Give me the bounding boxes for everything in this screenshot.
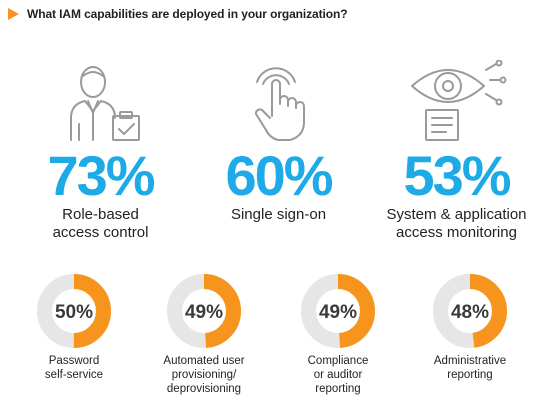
highlight-label-line: Role-based (62, 206, 139, 223)
eye-monitor-icon (364, 60, 549, 142)
highlight-label-line: Single sign-on (230, 206, 327, 223)
ring-label-line: provisioning/ (171, 369, 237, 381)
highlight-value: 60% (225, 144, 333, 207)
ring-label-line: Administrative (433, 355, 507, 367)
ring-value-label: 49% (185, 302, 223, 323)
ring-chart: 49% (301, 274, 375, 348)
ring-label-line: deprovisioning (166, 383, 242, 395)
ring-password-self-service: 50% Password self-service (4, 272, 144, 382)
ring-value-label: 50% (55, 302, 93, 323)
ring-chart: 49% (167, 274, 241, 348)
ring-compliance-reporting: 49% Compliance or auditor reporting (268, 272, 408, 396)
ring-administrative-reporting: 48% Administrative reporting (400, 272, 540, 382)
person-clipboard-icon (8, 60, 193, 142)
highlight-access-monitoring: 53% System & application access monitori… (364, 60, 549, 242)
ring-label-line: reporting (447, 369, 493, 381)
ring-label-line: self-service (44, 369, 104, 381)
arrow-icon (8, 8, 19, 20)
ring-value-arc (167, 274, 241, 348)
highlight-role-based: 73% Role-based access control (8, 60, 193, 242)
ring-chart: 48% (433, 274, 507, 348)
chart-header: What IAM capabilities are deployed in yo… (8, 6, 348, 22)
ring-value-label: 48% (451, 302, 489, 323)
ring-value-arc (301, 274, 375, 348)
ring-value-arc (37, 274, 111, 348)
ring-label-line: Automated user (163, 355, 245, 367)
highlight-value: 53% (403, 144, 511, 207)
ring-value-arc (433, 274, 507, 348)
ring-label-line: Password (48, 355, 100, 367)
ring-label-line: Compliance (307, 355, 369, 367)
highlight-label-line: access control (52, 224, 149, 241)
highlight-label-line: access monitoring (396, 224, 517, 241)
touch-hand-icon (186, 60, 371, 142)
highlight-single-sign-on: 60% Single sign-on (186, 60, 371, 224)
ring-label-line: reporting (315, 383, 361, 395)
ring-value-label: 49% (319, 302, 357, 323)
ring-automated-provisioning: 49% Automated user provisioning/ deprovi… (134, 272, 274, 396)
ring-label-line: or auditor (313, 369, 363, 381)
highlight-label-line: System & application (386, 206, 527, 223)
chart-title: What IAM capabilities are deployed in yo… (27, 7, 348, 21)
highlight-value: 73% (47, 144, 155, 207)
ring-chart: 50% (37, 274, 111, 348)
